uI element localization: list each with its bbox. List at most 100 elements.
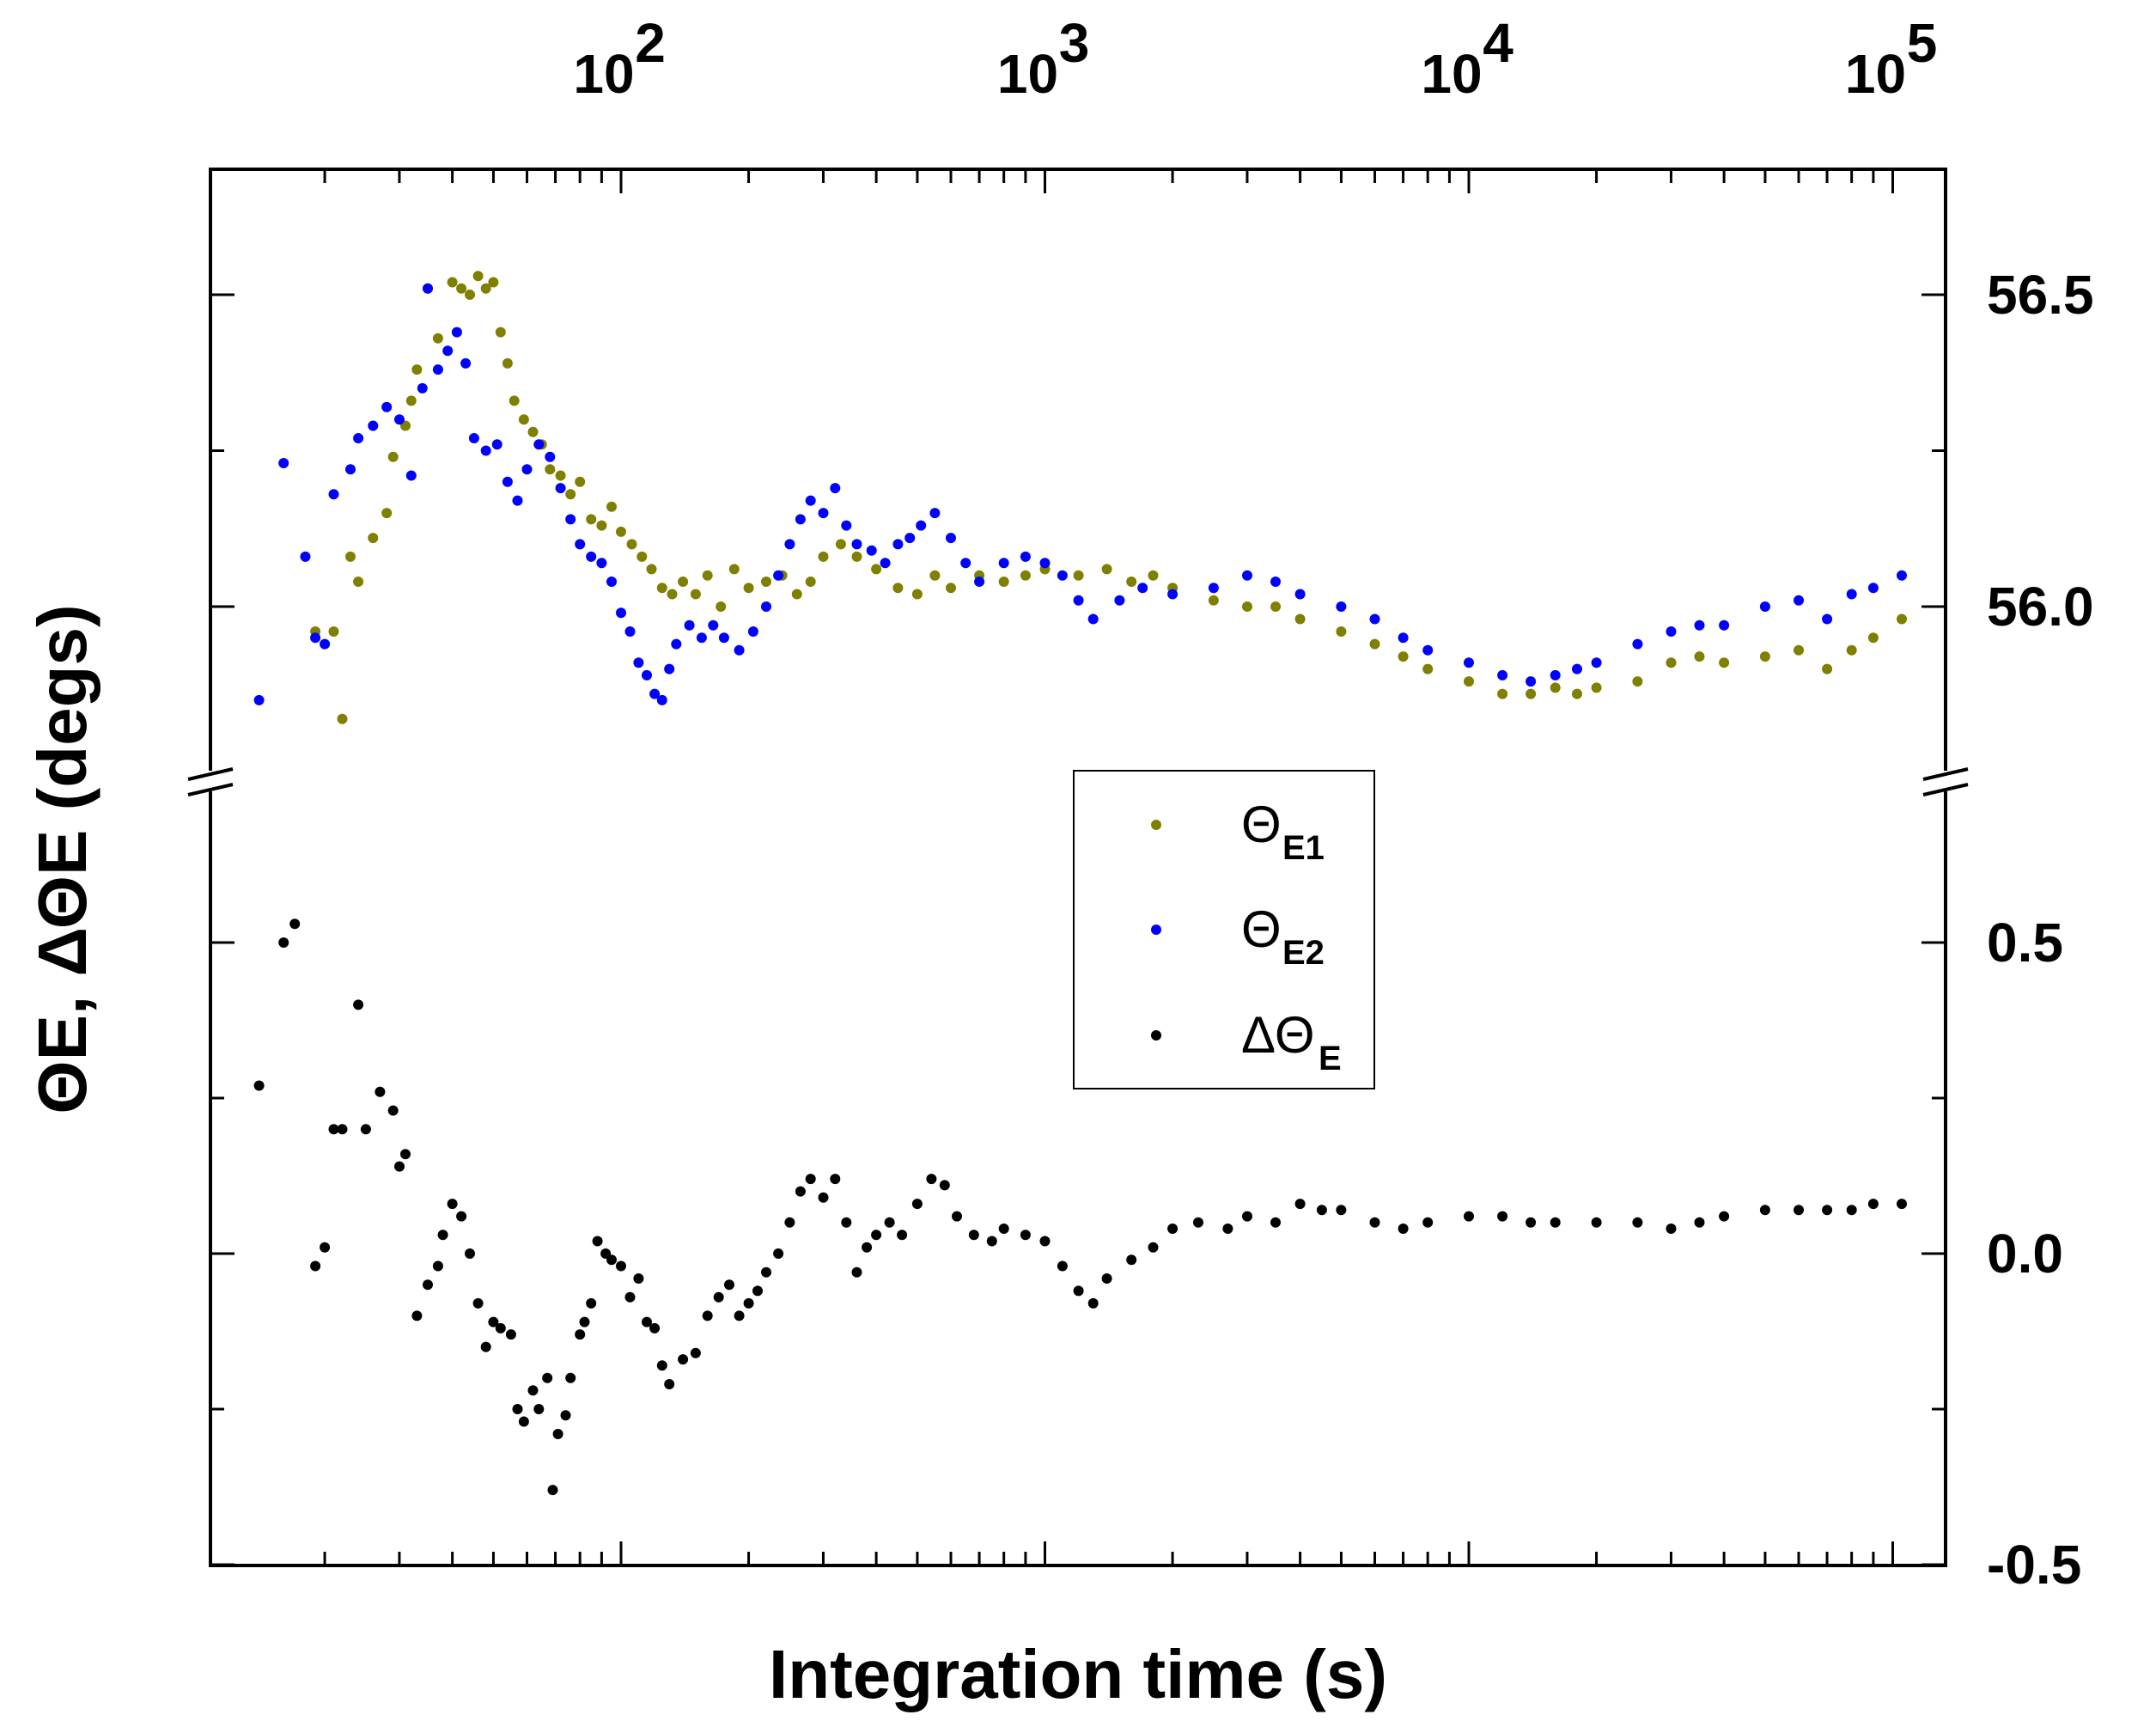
data-point — [1208, 583, 1219, 594]
data-point — [851, 539, 862, 550]
data-point — [472, 271, 484, 282]
top-axis-tick-label: 10 — [1421, 43, 1482, 105]
data-point — [1398, 651, 1409, 662]
legend-subscript: E1 — [1282, 829, 1325, 867]
data-point — [818, 551, 829, 562]
data-point — [805, 495, 816, 506]
data-point — [892, 539, 904, 550]
data-point — [1073, 570, 1084, 581]
data-point — [880, 558, 891, 569]
data-point — [518, 414, 529, 425]
data-point — [1759, 601, 1770, 612]
data-point — [555, 470, 566, 481]
data-point — [968, 1230, 979, 1241]
data-point — [1719, 1211, 1730, 1222]
data-point — [690, 1347, 701, 1358]
data-point — [851, 1266, 862, 1278]
data-point — [411, 1310, 423, 1321]
data-point — [381, 401, 393, 412]
data-point — [565, 514, 576, 525]
data-point — [310, 1260, 321, 1272]
data-point — [841, 520, 852, 531]
data-point — [1148, 1242, 1159, 1253]
data-point — [633, 657, 644, 668]
data-point — [1591, 657, 1602, 668]
axis-break-mark — [1922, 767, 1969, 781]
plot-frame — [209, 168, 1947, 1567]
data-point — [533, 439, 545, 450]
data-point — [1822, 613, 1833, 625]
data-point — [1632, 1217, 1643, 1228]
data-point — [1632, 676, 1643, 687]
data-point — [1846, 644, 1857, 656]
data-point — [656, 694, 667, 705]
data-point — [368, 420, 379, 431]
data-point — [986, 1236, 997, 1247]
data-point — [1294, 1199, 1306, 1210]
data-point — [784, 1217, 795, 1228]
data-point — [565, 489, 576, 500]
data-point — [488, 277, 499, 288]
y-tick-label-upper_panel: 56.0 — [1987, 576, 2094, 638]
data-point — [405, 470, 417, 481]
data-point — [547, 1485, 558, 1496]
data-point — [586, 551, 597, 562]
data-point — [472, 1297, 484, 1309]
data-point — [998, 558, 1009, 569]
data-point — [1398, 632, 1409, 644]
data-point — [998, 1224, 1009, 1234]
data-point — [512, 495, 523, 506]
data-point — [678, 577, 689, 587]
series-upper-0000ff — [253, 283, 1907, 705]
data-point — [1087, 613, 1099, 625]
data-point — [752, 1285, 763, 1297]
data-point — [1316, 1205, 1327, 1216]
data-point — [1846, 589, 1857, 600]
data-point — [592, 1236, 603, 1247]
data-point — [555, 483, 566, 494]
data-point — [456, 283, 467, 294]
data-point — [1369, 1217, 1380, 1228]
data-point — [656, 1360, 667, 1371]
data-point — [616, 526, 626, 537]
data-point — [1422, 644, 1434, 656]
data-point — [743, 1297, 754, 1309]
data-point — [671, 638, 682, 650]
data-point — [1897, 613, 1907, 625]
data-point — [664, 1379, 675, 1389]
data-point — [447, 1199, 458, 1210]
data-point — [642, 1316, 652, 1327]
data-point — [1294, 589, 1306, 600]
data-point — [805, 1174, 816, 1185]
data-point — [871, 1230, 882, 1241]
data-point — [253, 694, 265, 705]
legend-subscript: E2 — [1282, 934, 1325, 972]
data-point — [596, 520, 607, 531]
titles: Integration time (s) ΘE, ΔΘE (degs) — [24, 604, 1387, 1712]
data-point — [1897, 570, 1907, 581]
data-point — [586, 514, 597, 525]
data-point — [465, 290, 475, 300]
data-point — [656, 583, 667, 594]
data-point — [1846, 1205, 1857, 1216]
data-point — [946, 583, 956, 594]
data-point — [1101, 1273, 1112, 1284]
data-point — [1550, 669, 1561, 680]
data-point — [1020, 551, 1031, 562]
y-tick-label-lower_panel: -0.5 — [1987, 1534, 2081, 1596]
data-point — [1336, 601, 1347, 612]
data-point — [664, 663, 675, 674]
data-point — [818, 508, 829, 519]
data-point — [1422, 663, 1434, 674]
data-point — [952, 1211, 962, 1222]
data-point — [1369, 638, 1380, 650]
data-point — [575, 1329, 586, 1340]
data-point — [521, 464, 533, 475]
data-point — [626, 539, 637, 550]
legend-box — [1073, 770, 1375, 1089]
data-point — [289, 918, 301, 930]
y-tick-label-lower_panel: 0.0 — [1987, 1223, 2063, 1285]
data-point — [1550, 682, 1561, 693]
data-point — [1126, 577, 1137, 587]
